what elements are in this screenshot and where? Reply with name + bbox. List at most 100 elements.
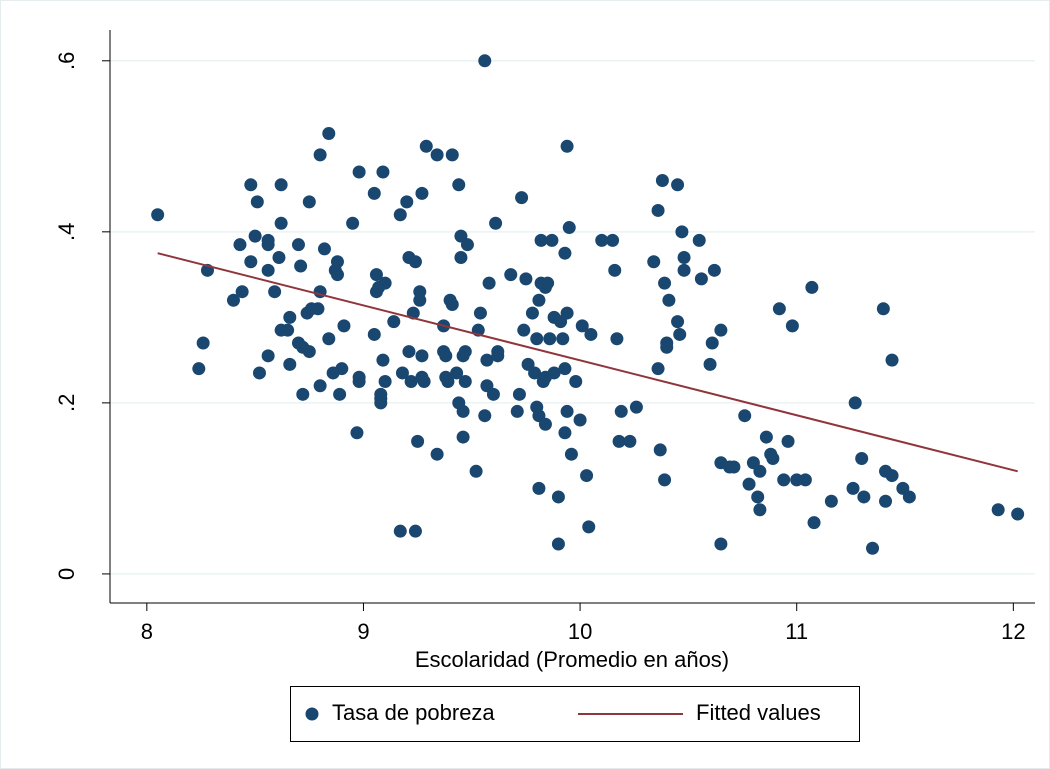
point (538, 417, 552, 431)
point (517, 323, 531, 337)
point (413, 285, 427, 299)
point (233, 238, 247, 252)
point (376, 353, 390, 367)
point (330, 255, 344, 269)
point (519, 272, 533, 286)
point (456, 404, 470, 418)
point (675, 225, 689, 239)
point (573, 413, 587, 427)
point (445, 298, 459, 312)
point (244, 255, 258, 269)
point (556, 332, 570, 346)
point (248, 229, 262, 243)
point (393, 208, 407, 222)
point (510, 404, 524, 418)
point (528, 366, 542, 380)
point (250, 195, 264, 209)
point (707, 263, 721, 277)
point (489, 216, 503, 230)
point (482, 276, 496, 290)
point (677, 263, 691, 277)
point (430, 447, 444, 461)
point (629, 400, 643, 414)
point (192, 362, 206, 376)
point (302, 195, 316, 209)
point (606, 233, 620, 247)
point (647, 255, 661, 269)
point (294, 259, 308, 273)
point (560, 139, 574, 153)
point (551, 537, 565, 551)
point (404, 374, 418, 388)
point (393, 524, 407, 538)
point (677, 250, 691, 264)
point (781, 434, 795, 448)
point (350, 426, 364, 440)
point (281, 323, 295, 337)
point (369, 268, 383, 282)
point (653, 443, 667, 457)
legend-marker (305, 707, 319, 721)
point (551, 490, 565, 504)
point (283, 357, 297, 371)
point (876, 302, 890, 316)
point (454, 250, 468, 264)
point (766, 451, 780, 465)
point (532, 293, 546, 307)
point (655, 174, 669, 188)
point (486, 387, 500, 401)
point (727, 460, 741, 474)
point (692, 233, 706, 247)
point (558, 246, 572, 260)
point (534, 233, 548, 247)
point (777, 473, 791, 487)
point (614, 404, 628, 418)
fit-line (157, 252, 1018, 473)
point (705, 336, 719, 350)
point (608, 263, 622, 277)
point (322, 332, 336, 346)
point (753, 464, 767, 478)
point (395, 366, 409, 380)
point (408, 255, 422, 269)
point (866, 541, 880, 555)
point (879, 494, 893, 508)
y-tick-label: 0 (54, 568, 79, 580)
point (580, 469, 594, 483)
point (541, 276, 555, 290)
point (378, 276, 392, 290)
point (714, 323, 728, 337)
point (322, 126, 336, 140)
point (376, 165, 390, 179)
point (374, 387, 388, 401)
point (445, 148, 459, 162)
point (400, 195, 414, 209)
point (558, 362, 572, 376)
y-tick-label: .2 (54, 394, 79, 412)
point (582, 520, 596, 534)
point (417, 374, 431, 388)
x-axis-label: Escolaridad (Promedio en años) (415, 647, 729, 672)
point (751, 490, 765, 504)
point (857, 490, 871, 504)
point (512, 387, 526, 401)
point (855, 451, 869, 465)
point (504, 268, 518, 282)
point (261, 233, 275, 247)
point (584, 327, 598, 341)
point (272, 250, 286, 264)
point (261, 263, 275, 277)
point (337, 319, 351, 333)
point (430, 148, 444, 162)
point (694, 272, 708, 286)
point (226, 293, 240, 307)
point (458, 374, 472, 388)
point (772, 302, 786, 316)
point (560, 306, 574, 320)
point (902, 490, 916, 504)
point (885, 353, 899, 367)
point (274, 178, 288, 192)
point (473, 306, 487, 320)
point (530, 332, 544, 346)
